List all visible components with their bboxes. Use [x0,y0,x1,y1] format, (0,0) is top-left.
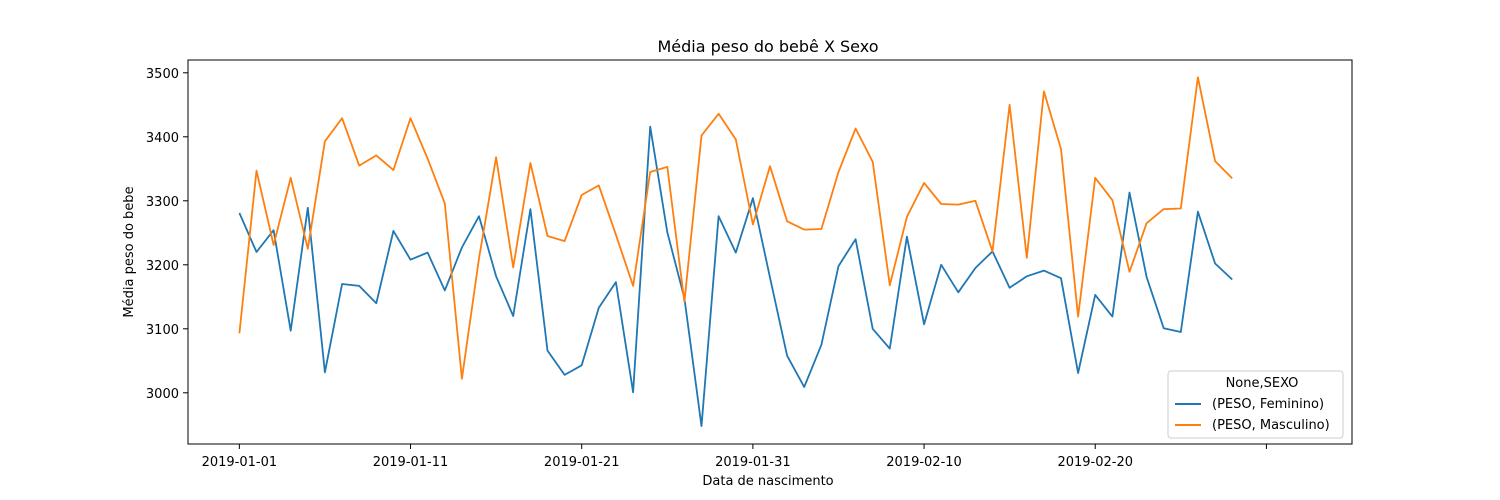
y-tick-label: 3100 [146,323,179,338]
plot-lines [238,76,1233,428]
y-tick-label: 3400 [146,131,179,146]
plot-frame [187,59,1353,445]
legend: None,SEXO (PESO, Feminino) (PESO, Mascul… [1167,370,1344,439]
series-line-feminino [238,125,1233,428]
y-tick-label: 3500 [146,67,179,82]
series-line-masculino [238,76,1233,380]
y-axis: 3000 3100 3200 3300 3400 3500 [146,67,188,402]
x-tick-label: 2019-01-11 [373,455,449,470]
legend-box [1167,370,1344,439]
x-axis-label: Data de nascimento [702,474,833,489]
y-tick-label: 3200 [146,259,179,274]
legend-label-feminino: (PESO, Feminino) [1212,397,1324,412]
legend-title: None,SEXO [1226,376,1299,391]
y-tick-label: 3300 [146,195,179,210]
x-tick-label: 2019-02-10 [886,455,962,470]
x-axis: 2019-01-01 2019-01-11 2019-01-21 2019-01-31… [202,444,1267,470]
x-tick-label: 2019-01-31 [715,455,791,470]
x-tick-label: 2019-01-21 [544,455,620,470]
chart-title: Média peso do bebê X Sexo [658,37,879,56]
y-tick-label: 3000 [146,387,179,402]
x-tick-label: 2019-01-01 [202,455,278,470]
y-axis-label: Média peso do bebe [122,186,137,317]
legend-label-masculino: (PESO, Masculino) [1212,418,1330,433]
x-tick-label: 2019-02-20 [1057,455,1133,470]
